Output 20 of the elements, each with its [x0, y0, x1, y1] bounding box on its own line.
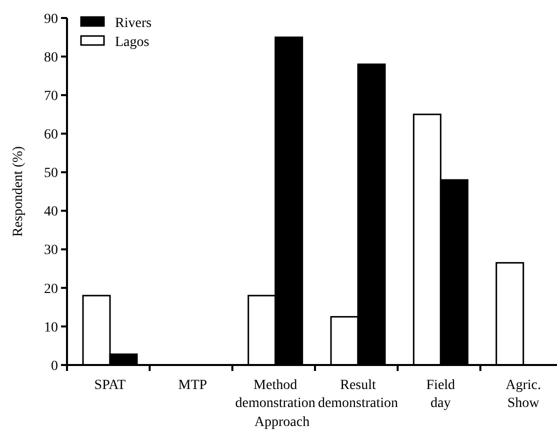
- y-tick-label: 0: [51, 358, 58, 374]
- x-tick-label: Method demonstration: [235, 378, 316, 411]
- y-tick-label: 20: [44, 282, 58, 297]
- x-tick-label: MTP: [178, 378, 208, 393]
- y-tick-label: 40: [44, 204, 58, 220]
- x-tick-label: Result demonstration: [318, 378, 398, 411]
- y-tick-label: 70: [44, 89, 58, 104]
- x-tick-label: Field day: [426, 378, 456, 411]
- y-tick-label: 90: [44, 12, 58, 27]
- y-axis-title: Respondent (%): [11, 146, 26, 237]
- y-tick-label: 80: [44, 50, 58, 66]
- y-tick-label: 30: [44, 243, 58, 258]
- y-tick-label: 50: [44, 166, 58, 182]
- x-tick-label: Agric. Show: [506, 378, 542, 411]
- y-tick-label: 10: [44, 320, 58, 336]
- x-tick-label: SPAT: [94, 378, 126, 393]
- legend-label: Lagos: [115, 34, 150, 50]
- x-axis-title: Approach: [254, 415, 310, 430]
- legend-label: Rivers: [115, 16, 152, 31]
- y-tick-label: 60: [44, 128, 58, 143]
